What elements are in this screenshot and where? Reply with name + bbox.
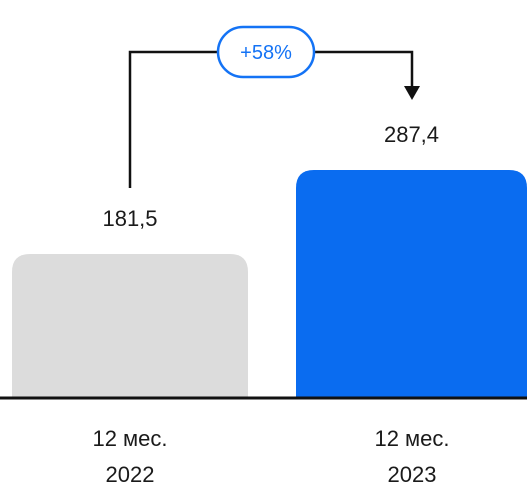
growth-badge-label: +58%: [240, 42, 292, 64]
growth-badge: [216, 25, 316, 79]
category-label-2023-period: 12 мес.: [374, 426, 449, 451]
bar-2022: [12, 254, 248, 398]
category-label-2023-year: 2023: [388, 462, 437, 487]
value-label-2023: 287,4: [384, 122, 439, 147]
bar-2023: [296, 170, 527, 398]
category-label-2022-year: 2022: [106, 462, 155, 487]
value-label-2022: 181,5: [102, 206, 157, 231]
arrow-down-icon: [404, 86, 420, 100]
growth-connector-line: [128, 50, 414, 188]
category-label-2022-period: 12 мес.: [92, 426, 167, 451]
